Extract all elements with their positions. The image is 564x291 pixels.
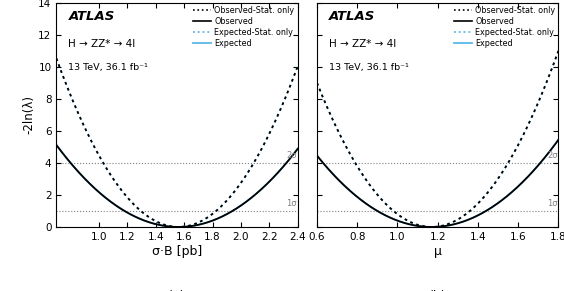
Text: (b): (b) xyxy=(429,290,447,291)
Text: H → ZZ* → 4l: H → ZZ* → 4l xyxy=(68,39,136,49)
Y-axis label: -2ln(λ): -2ln(λ) xyxy=(23,95,36,134)
Legend: Observed-Stat. only, Observed, Expected-Stat. only, Expected: Observed-Stat. only, Observed, Expected-… xyxy=(453,5,556,49)
Text: 1σ: 1σ xyxy=(547,199,558,208)
Text: ATLAS: ATLAS xyxy=(68,10,114,23)
Text: 13 TeV, 36.1 fb⁻¹: 13 TeV, 36.1 fb⁻¹ xyxy=(68,63,148,72)
Text: 1σ: 1σ xyxy=(287,199,297,208)
Text: 2σ: 2σ xyxy=(547,151,558,160)
Legend: Observed-Stat. only, Observed, Expected-Stat. only, Expected: Observed-Stat. only, Observed, Expected-… xyxy=(193,5,296,49)
Text: 13 TeV, 36.1 fb⁻¹: 13 TeV, 36.1 fb⁻¹ xyxy=(329,63,409,72)
Text: H → ZZ* → 4l: H → ZZ* → 4l xyxy=(329,39,396,49)
Text: ATLAS: ATLAS xyxy=(329,10,376,23)
Text: 2σ: 2σ xyxy=(287,151,297,160)
X-axis label: μ: μ xyxy=(434,245,442,258)
X-axis label: σ·B [pb]: σ·B [pb] xyxy=(152,245,202,258)
Text: (a): (a) xyxy=(168,290,186,291)
